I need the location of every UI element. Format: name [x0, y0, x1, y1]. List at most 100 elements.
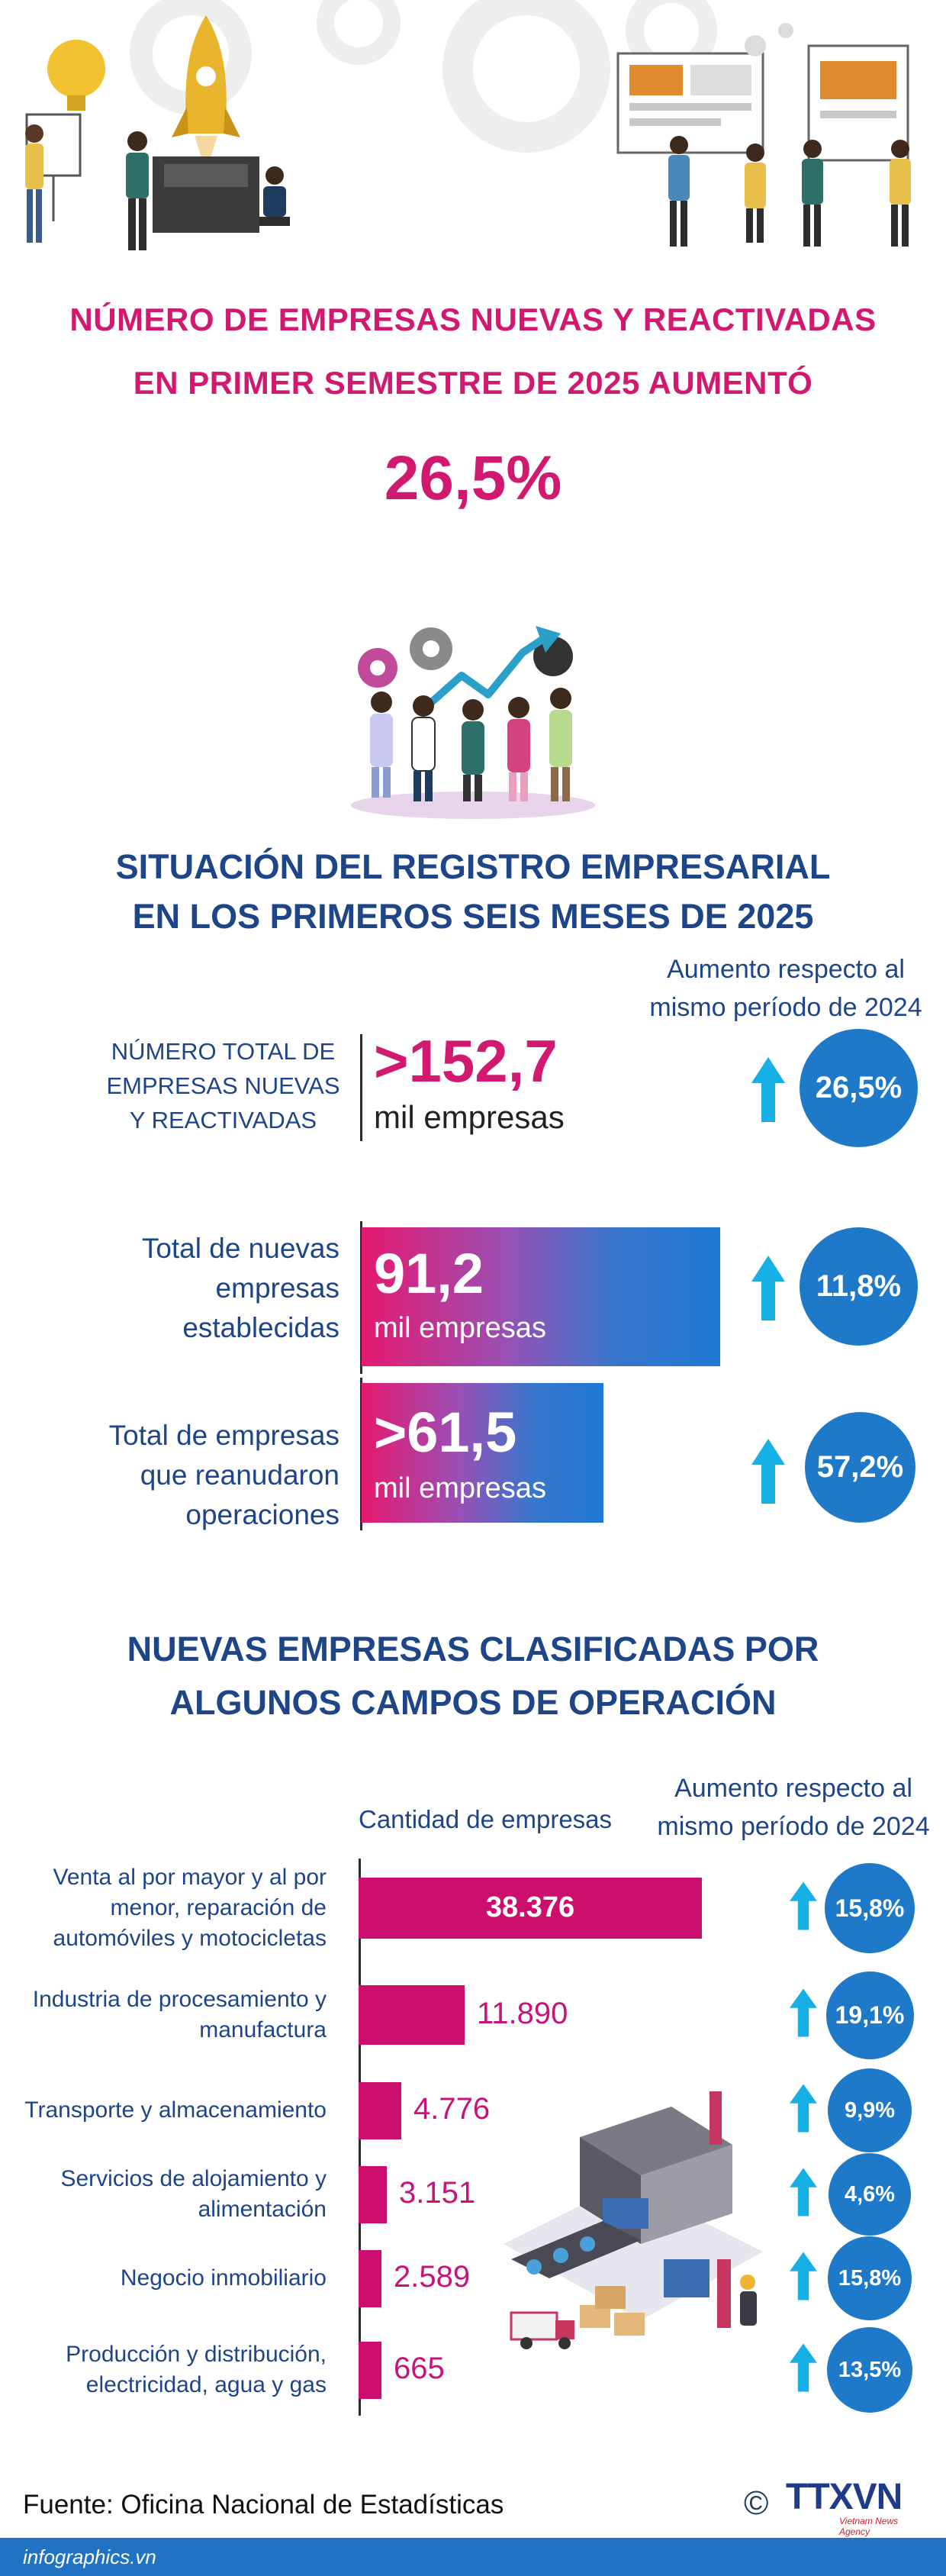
person-icon: [411, 695, 436, 801]
main-title-line1: NÚMERO DE EMPRESAS NUEVAS Y REACTIVADAS: [69, 301, 877, 337]
category-label-line: Negocio inmobiliario: [120, 2265, 327, 2291]
person-icon: [507, 697, 530, 801]
logo-text: TTXVN: [786, 2477, 903, 2517]
headline-percentage: 26,5%: [384, 443, 562, 513]
category-label: Venta al por mayor y al por menor, repara…: [21, 1862, 327, 1954]
person-icon: [802, 140, 823, 247]
person-icon: [890, 140, 911, 247]
rocket-icon: [172, 15, 240, 172]
new-increase-badge: 11,8%: [800, 1227, 918, 1346]
total-unit: mil empresas: [374, 1099, 565, 1135]
category-label: Negocio inmobiliario: [21, 2263, 327, 2294]
up-arrow-icon: [751, 1439, 785, 1504]
up-arrow-icon: [790, 2252, 817, 2300]
up-arrow-icon: [790, 1988, 817, 2037]
logo-subtext: Vietnam News Agency: [839, 2516, 899, 2537]
header-illustration: [25, 0, 911, 250]
category-label-line: Industria de procesamiento y: [32, 1987, 327, 2012]
worker-icon: [740, 2275, 757, 2326]
category-label-line: Producción y distribución,: [66, 2342, 327, 2367]
section2-title-line2: ALGUNOS CAMPOS DE OPERACIÓN: [169, 1683, 777, 1722]
section1-increase-header: Aumento respecto al mismo período de 202…: [649, 955, 922, 1022]
new-value: 91,2: [374, 1242, 484, 1305]
total-value: >152,7: [374, 1027, 558, 1095]
category-value: 4.776: [413, 2092, 491, 2126]
up-arrow-icon: [790, 2084, 817, 2133]
category-bar: [359, 1985, 465, 2045]
box-icon: [580, 2286, 645, 2336]
category-label-line: Venta al por mayor y al por: [53, 1865, 327, 1890]
category-increase-badge: 19,1%: [825, 1971, 914, 2059]
category-label-line: automóviles y motocicletas: [53, 1926, 327, 1951]
new-unit: mil empresas: [374, 1312, 546, 1344]
category-label-line: Servicios de alojamiento y: [60, 2166, 327, 2191]
section2-title-line1: NUEVAS EMPRESAS CLASIFICADAS POR: [127, 1630, 819, 1668]
person-icon: [462, 699, 484, 801]
site-link[interactable]: infographics.vn: [23, 2545, 156, 2568]
up-arrow-icon: [790, 2343, 817, 2392]
category-bar: [359, 2081, 401, 2139]
up-arrow-icon: [751, 1256, 785, 1320]
category-bar: [359, 2249, 381, 2307]
category-bar: [359, 1878, 702, 1939]
up-arrow-icon: [790, 2168, 817, 2217]
team-illustration: [351, 626, 595, 819]
resumed-unit: mil empresas: [374, 1472, 546, 1504]
resumed-bar: [362, 1383, 603, 1523]
quantity-header: Cantidad de empresas: [359, 1805, 613, 1833]
divider-line: [360, 1378, 362, 1530]
category-bar: [359, 2165, 387, 2223]
category-label-line: menor, reparación de: [110, 1895, 327, 1920]
category-increase-badge: 13,5%: [827, 2327, 912, 2413]
person-icon: [668, 136, 690, 247]
factory-illustration: [504, 2091, 763, 2349]
person-icon: [259, 166, 290, 226]
dashboard-icon: [616, 23, 909, 162]
category-increase-badge: 15,8%: [828, 2236, 912, 2320]
person-icon: [126, 131, 149, 250]
section2-increase-header: Aumento respecto al mismo período de 202…: [657, 1774, 930, 1841]
person-icon: [745, 143, 766, 243]
trend-arrow-icon: [424, 634, 548, 709]
up-arrow-icon: [790, 1881, 817, 1930]
resumed-value: >61,5: [374, 1401, 517, 1464]
category-label: Servicios de alojamiento y alimentación: [21, 2164, 327, 2225]
category-value: 38.376: [485, 1891, 575, 1923]
footer-bar: [0, 2538, 946, 2576]
ttxvn-logo: TTXVN Vietnam News Agency: [786, 2477, 931, 2538]
gear-icon: [358, 627, 573, 688]
total-increase-badge: 26,5%: [800, 1029, 918, 1147]
new-bar: [362, 1227, 720, 1366]
person-icon: [549, 688, 572, 801]
category-bar: [359, 2341, 381, 2399]
category-label: Industria de procesamiento y manufactura: [21, 1984, 327, 2046]
main-title-line2: EN PRIMER SEMESTRE DE 2025 AUMENTÓ: [133, 365, 813, 401]
category-label: Producción y distribución, electricidad, …: [21, 2339, 327, 2400]
divider-line: [360, 1034, 362, 1141]
category-label-line: manufactura: [199, 2017, 327, 2042]
resumed-label: Total de empresas que reanudaron operaci…: [108, 1420, 339, 1530]
category-increase-badge: 4,6%: [829, 2153, 911, 2236]
lightbulb-icon: [47, 40, 105, 111]
category-label-line: alimentación: [198, 2197, 327, 2222]
up-arrow-icon: [751, 1057, 785, 1122]
section1-title-line2: EN LOS PRIMEROS SEIS MESES DE 2025: [132, 897, 814, 936]
category-label-line: Transporte y almacenamiento: [24, 2097, 327, 2123]
total-label: NÚMERO TOTAL DE EMPRESAS NUEVAS Y REACTI…: [106, 1038, 340, 1133]
divider-line: [360, 1221, 362, 1374]
category-value: 3.151: [399, 2176, 476, 2210]
category-increase-badge: 9,9%: [828, 2068, 912, 2152]
category-label: Transporte y almacenamiento: [21, 2095, 327, 2126]
truck-icon: [510, 2311, 574, 2349]
resumed-increase-badge: 57,2%: [805, 1412, 915, 1523]
category-value: 11.890: [477, 1997, 568, 2030]
source-text: Fuente: Oficina Nacional de Estadísticas: [23, 2490, 504, 2520]
category-value: 2.589: [394, 2260, 471, 2294]
new-label: Total de nuevas empresas establecidas: [141, 1233, 339, 1343]
person-icon: [370, 692, 393, 798]
category-label-line: electricidad, agua y gas: [85, 2372, 327, 2397]
copyright-symbol: ©: [744, 2484, 769, 2522]
conveyor-icon: [526, 2236, 595, 2275]
category-increase-badge: 15,8%: [825, 1863, 915, 1953]
section1-title-line1: SITUACIÓN DEL REGISTRO EMPRESARIAL: [115, 847, 831, 886]
